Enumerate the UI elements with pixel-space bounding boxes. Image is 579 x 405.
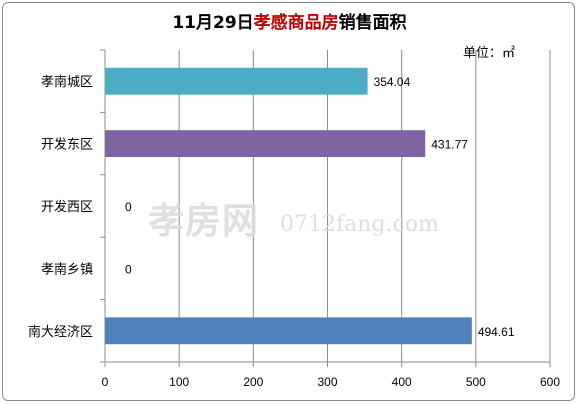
x-tick-label: 400 bbox=[392, 375, 412, 389]
data-label: 0 bbox=[125, 262, 132, 276]
title-part-highlight: 孝感商品房 bbox=[253, 13, 339, 33]
category-label: 开发西区 bbox=[41, 199, 93, 215]
bar bbox=[105, 130, 426, 158]
category-label: 孝南城区 bbox=[41, 74, 93, 90]
x-tick-label: 300 bbox=[317, 375, 337, 389]
data-label: 494.61 bbox=[478, 325, 515, 339]
x-tick-label: 200 bbox=[243, 375, 263, 389]
category-label: 开发东区 bbox=[41, 137, 93, 153]
x-tick-label: 100 bbox=[169, 375, 189, 389]
title-part-date: 11月29日 bbox=[172, 13, 254, 33]
bar bbox=[105, 67, 368, 95]
watermark-text: 孝房网 bbox=[148, 200, 259, 242]
watermark-domain: 0712fang.com bbox=[280, 212, 439, 237]
title-part-metric: 销售面积 bbox=[338, 13, 407, 33]
bar bbox=[105, 317, 472, 345]
x-tick-label: 600 bbox=[540, 375, 560, 389]
x-tick-label: 500 bbox=[466, 375, 486, 389]
data-label: 0 bbox=[125, 200, 132, 214]
chart-title: 11月29日孝感商品房销售面积 bbox=[0, 8, 579, 33]
data-label: 354.04 bbox=[374, 75, 411, 89]
x-tick-label: 0 bbox=[102, 375, 109, 389]
category-label: 南大经济区 bbox=[28, 324, 93, 340]
category-label: 孝南乡镇 bbox=[41, 261, 93, 277]
data-label: 431.77 bbox=[431, 138, 468, 152]
